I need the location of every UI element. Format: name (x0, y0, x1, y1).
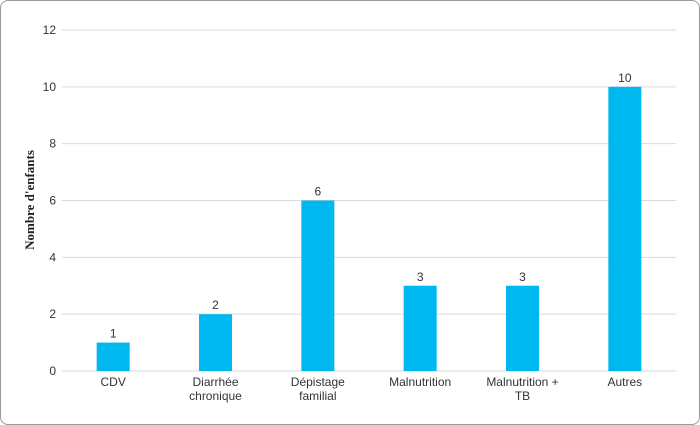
x-category-label-line: Autres (607, 375, 642, 389)
data-label: 6 (314, 185, 321, 199)
y-tick-label: 8 (49, 137, 56, 151)
bar (608, 86, 642, 371)
x-category-label-line: TB (515, 389, 530, 403)
x-category-label-line: Diarrhée (192, 375, 238, 389)
x-category-label-line: Dépistage (291, 375, 345, 389)
x-category-label-line: CDV (100, 375, 125, 389)
data-label: 10 (618, 71, 632, 85)
y-tick-label: 10 (43, 80, 57, 94)
data-label: 1 (110, 327, 117, 341)
bar (96, 342, 130, 371)
y-axis-title: Nombre d'enfants (22, 150, 37, 250)
data-label: 3 (519, 270, 526, 284)
x-category-label: Dépistage familial (291, 375, 345, 403)
x-category-label-line: Malnutrition (389, 375, 451, 389)
bar (199, 314, 232, 371)
data-label: 3 (417, 270, 424, 284)
gridlines (62, 29, 676, 372)
x-category-label: Diarrhée chronique (189, 375, 242, 403)
bars (96, 86, 642, 371)
x-category-label-line: chronique (189, 389, 242, 403)
bar (301, 200, 335, 371)
y-tick-label: 4 (49, 250, 56, 264)
x-category-label: Malnutrition (389, 375, 451, 389)
y-tick-label: 6 (49, 194, 56, 208)
data-label: 2 (212, 298, 219, 312)
x-category-label-line: familial (299, 389, 336, 403)
bar (506, 285, 539, 371)
y-tick-labels: 0 2 4 6 8 10 12 (43, 23, 57, 378)
x-category-label: Malnutrition + TB (486, 375, 558, 403)
x-category-labels: CDV Diarrhée chronique Dépistage familial Mal… (100, 375, 642, 403)
x-category-label-line: Malnutrition + (486, 375, 558, 389)
x-category-label: Autres (607, 375, 642, 389)
data-labels: 1 2 6 3 3 10 (110, 71, 632, 341)
bar (403, 285, 437, 371)
y-tick-label: 0 (49, 364, 56, 378)
x-category-label: CDV (100, 375, 125, 389)
y-tick-label: 2 (49, 307, 56, 321)
y-tick-label: 12 (43, 23, 57, 37)
